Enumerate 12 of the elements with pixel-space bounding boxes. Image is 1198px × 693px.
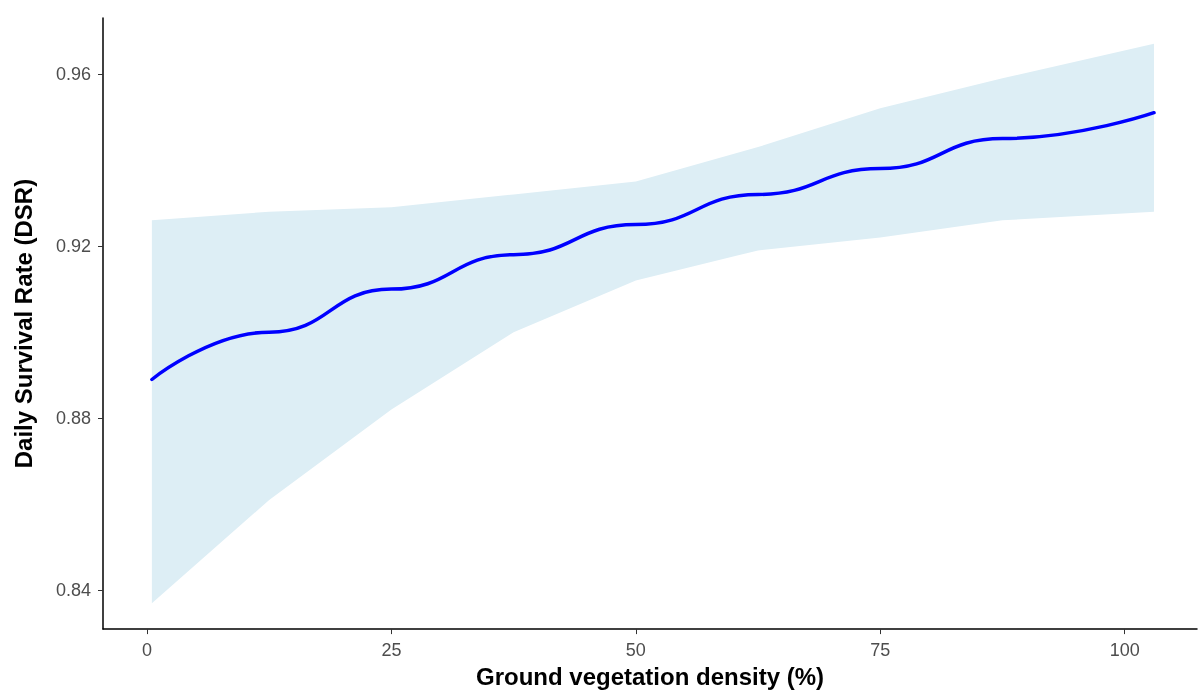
- x-tick-label: 25: [381, 640, 402, 661]
- y-axis-title: Daily Survival Rate (DSR): [9, 178, 37, 469]
- y-tick-label: 0.96: [55, 63, 91, 84]
- y-tick-label: 0.92: [55, 236, 91, 257]
- x-tick-label: 50: [625, 640, 646, 661]
- x-tick-label: 0: [141, 640, 152, 661]
- x-axis-title: Ground vegetation density (%): [475, 662, 825, 690]
- x-tick-label: 100: [1109, 640, 1140, 661]
- x-tick-label: 75: [870, 640, 891, 661]
- y-tick-label: 0.84: [55, 580, 91, 601]
- y-tick-label: 0.88: [55, 408, 91, 429]
- line-series: [150, 110, 1156, 382]
